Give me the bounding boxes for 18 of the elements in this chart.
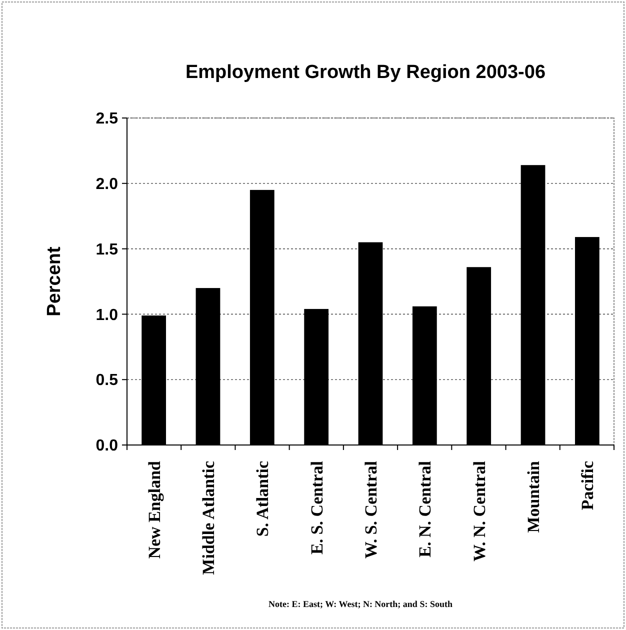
x-tick-label: S. Atlantic <box>253 460 272 537</box>
text: Note: E: East; W: West; N: North; and S: South <box>268 599 452 609</box>
y-tick-label: 2.0 <box>96 176 118 193</box>
x-tick-label: E. S. Central <box>307 460 326 554</box>
y-tick-label: 0.0 <box>96 438 118 455</box>
y-tick-label: 0.5 <box>96 372 118 390</box>
x-tick-label: Mountain <box>524 460 543 533</box>
y-tick-label: 1.5 <box>96 241 118 258</box>
y-axis-title: Percent <box>44 246 65 316</box>
x-tick-label: Middle Atlantic <box>198 460 218 575</box>
x-tick-label: W. S. Central <box>361 460 380 559</box>
x-tick-label: New England <box>144 460 164 559</box>
x-tick-label: W. N. Central <box>470 460 489 562</box>
y-tick-label: 2.5 <box>96 110 118 128</box>
chart-title: Employment Growth By Region 2003-06 <box>185 62 546 83</box>
y-tick-label: 1.0 <box>96 306 118 324</box>
x-tick-label: E. N. Central <box>416 460 435 558</box>
x-tick-label: Pacific <box>578 460 598 510</box>
